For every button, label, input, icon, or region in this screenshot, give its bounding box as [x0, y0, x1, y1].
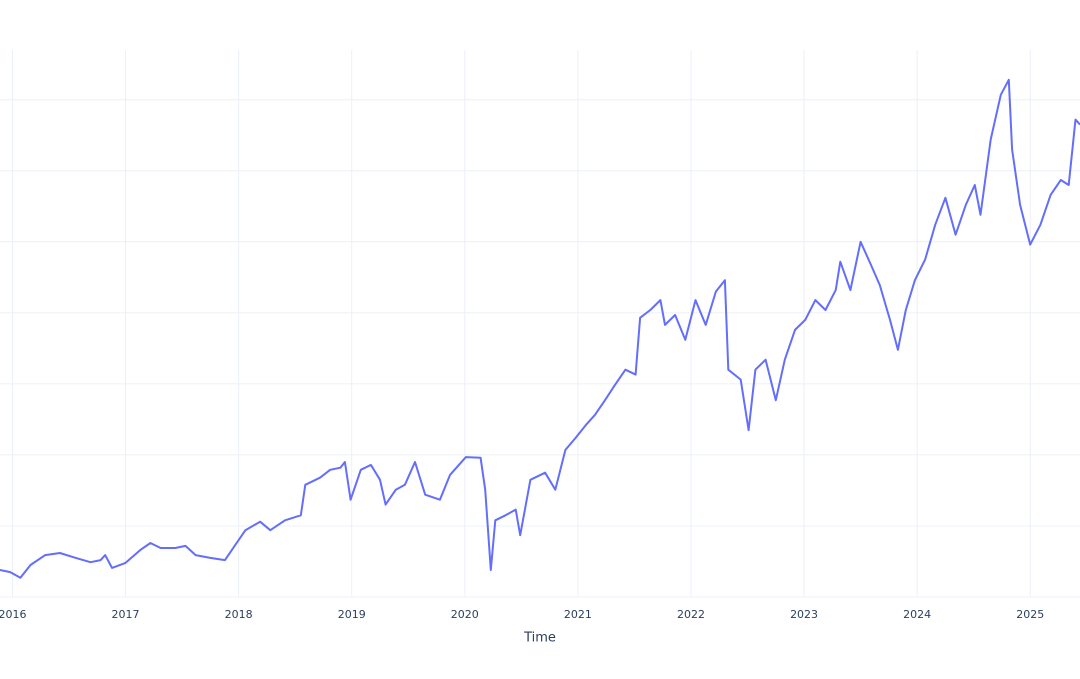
x-tick-label: 2018: [225, 608, 253, 621]
price-line: [0, 78, 1080, 579]
x-tick-label: 2024: [903, 608, 931, 621]
x-tick-label: 2020: [451, 608, 479, 621]
x-tick-label: 2023: [790, 608, 818, 621]
x-tick-label: 2021: [564, 608, 592, 621]
x-tick-label: 2017: [112, 608, 140, 621]
x-tick-label: 2025: [1016, 608, 1044, 621]
x-tick-label: 2019: [338, 608, 366, 621]
x-tick-label: 2022: [677, 608, 705, 621]
x-axis-title: Time: [523, 631, 556, 646]
x-tick-label: 2016: [0, 608, 26, 621]
